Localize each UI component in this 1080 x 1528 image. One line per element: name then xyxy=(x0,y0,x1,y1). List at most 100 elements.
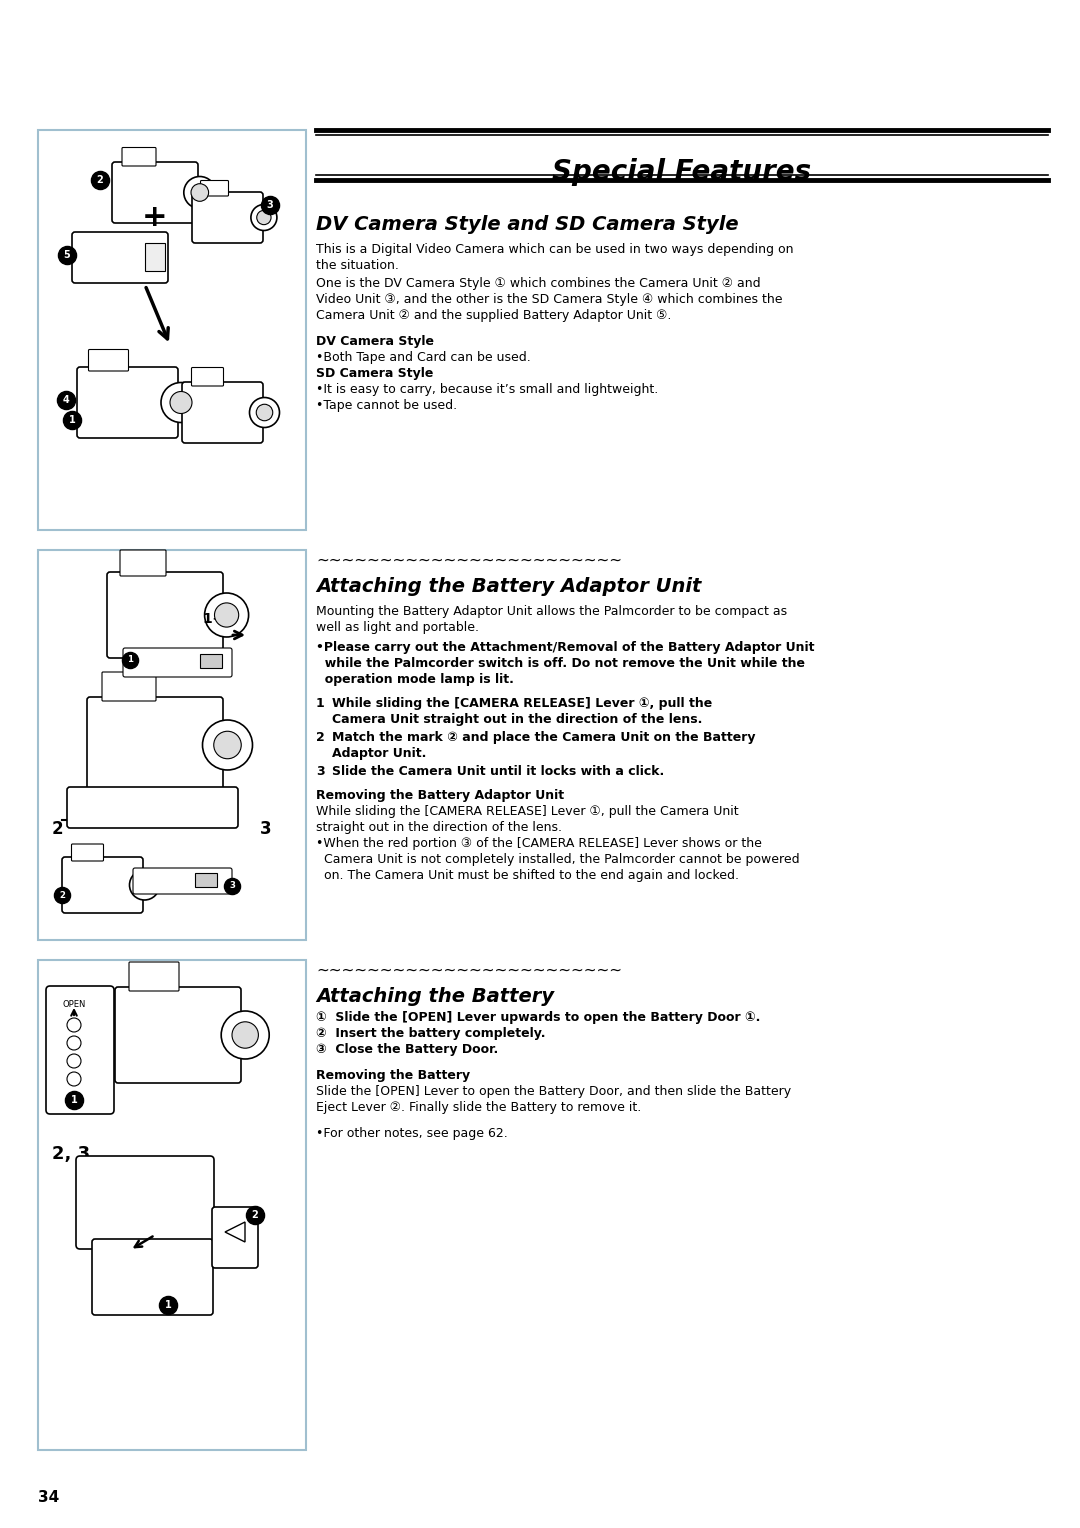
FancyBboxPatch shape xyxy=(71,843,104,860)
FancyBboxPatch shape xyxy=(102,672,156,701)
Bar xyxy=(38,130,306,530)
Text: Camera Unit ② and the supplied Battery Adaptor Unit ⑤.: Camera Unit ② and the supplied Battery A… xyxy=(316,309,672,322)
Text: the situation.: the situation. xyxy=(316,260,399,272)
Text: DV Camera Style and SD Camera Style: DV Camera Style and SD Camera Style xyxy=(316,215,739,234)
Text: +: + xyxy=(143,203,167,232)
Circle shape xyxy=(251,205,276,231)
Text: Camera Unit straight out in the direction of the lens.: Camera Unit straight out in the directio… xyxy=(332,714,702,726)
Text: straight out in the direction of the lens.: straight out in the direction of the len… xyxy=(316,821,562,834)
Text: Slide the Camera Unit until it locks with a click.: Slide the Camera Unit until it locks wit… xyxy=(332,766,664,778)
FancyBboxPatch shape xyxy=(46,986,114,1114)
FancyBboxPatch shape xyxy=(133,868,232,894)
FancyBboxPatch shape xyxy=(201,180,229,196)
Circle shape xyxy=(257,211,271,225)
Text: Match the mark ② and place the Camera Unit on the Battery: Match the mark ② and place the Camera Un… xyxy=(332,730,756,744)
Text: Eject Lever ②. Finally slide the Battery to remove it.: Eject Lever ②. Finally slide the Battery… xyxy=(316,1102,642,1114)
FancyBboxPatch shape xyxy=(191,368,224,387)
Circle shape xyxy=(221,1012,269,1059)
Text: This is a Digital Video Camera which can be used in two ways depending on: This is a Digital Video Camera which can… xyxy=(316,243,794,257)
Text: •Tape cannot be used.: •Tape cannot be used. xyxy=(316,399,457,413)
FancyBboxPatch shape xyxy=(89,350,129,371)
Text: •Please carry out the Attachment/Removal of the Battery Adaptor Unit: •Please carry out the Attachment/Removal… xyxy=(316,642,814,654)
FancyBboxPatch shape xyxy=(212,1207,258,1268)
FancyBboxPatch shape xyxy=(92,1239,213,1316)
Text: 1: 1 xyxy=(69,416,76,425)
Text: 3: 3 xyxy=(267,200,273,209)
Text: 3: 3 xyxy=(229,882,235,891)
FancyBboxPatch shape xyxy=(123,648,232,677)
FancyBboxPatch shape xyxy=(76,1157,214,1248)
Text: Camera Unit is not completely installed, the Palmcorder cannot be powered: Camera Unit is not completely installed,… xyxy=(316,853,799,866)
Circle shape xyxy=(204,593,248,637)
Text: 2: 2 xyxy=(316,730,325,744)
Circle shape xyxy=(256,405,273,420)
Text: Removing the Battery Adaptor Unit: Removing the Battery Adaptor Unit xyxy=(316,788,564,802)
Text: DV Camera Style: DV Camera Style xyxy=(316,335,434,348)
Text: Video Unit ③, and the other is the SD Camera Style ④ which combines the: Video Unit ③, and the other is the SD Ca… xyxy=(316,293,783,306)
Text: 1: 1 xyxy=(202,613,212,626)
Circle shape xyxy=(67,1036,81,1050)
Text: Mounting the Battery Adaptor Unit allows the Palmcorder to be compact as: Mounting the Battery Adaptor Unit allows… xyxy=(316,605,787,617)
Circle shape xyxy=(130,869,160,900)
FancyBboxPatch shape xyxy=(62,857,143,914)
FancyBboxPatch shape xyxy=(87,697,222,793)
Text: 34: 34 xyxy=(38,1490,59,1505)
Text: ③  Close the Battery Door.: ③ Close the Battery Door. xyxy=(316,1044,498,1056)
Text: →: → xyxy=(212,613,224,626)
FancyBboxPatch shape xyxy=(129,963,179,992)
Bar xyxy=(195,872,217,886)
Text: CAMERA RELEASE: CAMERA RELEASE xyxy=(156,874,217,880)
Text: well as light and portable.: well as light and portable. xyxy=(316,620,480,634)
Text: OPEN: OPEN xyxy=(63,999,85,1008)
Text: 2: 2 xyxy=(59,891,65,900)
Bar xyxy=(200,654,222,668)
Circle shape xyxy=(170,391,192,414)
Text: ~~~~~~~~~~~~~~~~~~~~~~~~: ~~~~~~~~~~~~~~~~~~~~~~~~ xyxy=(316,553,622,568)
Circle shape xyxy=(67,1054,81,1068)
Text: While sliding the [CAMERA RELEASE] Lever ①, pull the: While sliding the [CAMERA RELEASE] Lever… xyxy=(332,697,712,711)
Text: 2: 2 xyxy=(96,176,104,185)
Bar xyxy=(38,960,306,1450)
FancyBboxPatch shape xyxy=(77,367,178,439)
Text: One is the DV Camera Style ① which combines the Camera Unit ② and: One is the DV Camera Style ① which combi… xyxy=(316,277,760,290)
FancyBboxPatch shape xyxy=(192,193,264,243)
Text: While sliding the [CAMERA RELEASE] Lever ①, pull the Camera Unit: While sliding the [CAMERA RELEASE] Lever… xyxy=(316,805,739,817)
FancyBboxPatch shape xyxy=(114,987,241,1083)
FancyBboxPatch shape xyxy=(67,787,238,828)
Text: ~~~~~~~~~~~~~~~~~~~~~~~~: ~~~~~~~~~~~~~~~~~~~~~~~~ xyxy=(316,963,622,978)
Text: 3: 3 xyxy=(316,766,325,778)
Text: •For other notes, see page 62.: •For other notes, see page 62. xyxy=(316,1128,508,1140)
Text: ②  Insert the battery completely.: ② Insert the battery completely. xyxy=(316,1027,545,1041)
FancyBboxPatch shape xyxy=(120,550,166,576)
Text: Attaching the Battery Adaptor Unit: Attaching the Battery Adaptor Unit xyxy=(316,578,701,596)
Circle shape xyxy=(203,720,253,770)
Text: 3: 3 xyxy=(260,821,272,837)
Text: 4: 4 xyxy=(63,396,69,405)
Text: operation mode lamp is lit.: operation mode lamp is lit. xyxy=(316,672,514,686)
Circle shape xyxy=(191,183,208,202)
Text: ①  Slide the [OPEN] Lever upwards to open the Battery Door ①.: ① Slide the [OPEN] Lever upwards to open… xyxy=(316,1012,760,1024)
Text: 5: 5 xyxy=(64,251,70,260)
FancyBboxPatch shape xyxy=(107,571,222,659)
Circle shape xyxy=(249,397,280,428)
Text: 2: 2 xyxy=(52,821,64,837)
Circle shape xyxy=(184,177,216,208)
Text: Slide the [OPEN] Lever to open the Battery Door, and then slide the Battery: Slide the [OPEN] Lever to open the Batte… xyxy=(316,1085,792,1099)
Text: 1: 1 xyxy=(164,1300,172,1309)
Text: Attaching the Battery: Attaching the Battery xyxy=(316,987,554,1005)
Text: 1: 1 xyxy=(316,697,325,711)
Text: on. The Camera Unit must be shifted to the end again and locked.: on. The Camera Unit must be shifted to t… xyxy=(316,869,739,882)
Text: 1: 1 xyxy=(70,1096,78,1105)
Bar xyxy=(145,243,165,270)
Text: •When the red portion ③ of the [CAMERA RELEASE] Lever shows or the: •When the red portion ③ of the [CAMERA R… xyxy=(316,837,761,850)
Circle shape xyxy=(214,732,241,759)
Text: 2, 3: 2, 3 xyxy=(52,1144,90,1163)
Bar xyxy=(38,550,306,940)
Text: while the Palmcorder switch is off. Do not remove the Unit while the: while the Palmcorder switch is off. Do n… xyxy=(316,657,805,669)
Polygon shape xyxy=(225,1222,245,1242)
FancyBboxPatch shape xyxy=(112,162,198,223)
FancyBboxPatch shape xyxy=(72,232,168,283)
Circle shape xyxy=(67,1073,81,1086)
Text: CAMERA RELEASE: CAMERA RELEASE xyxy=(168,656,230,662)
Circle shape xyxy=(136,877,152,894)
